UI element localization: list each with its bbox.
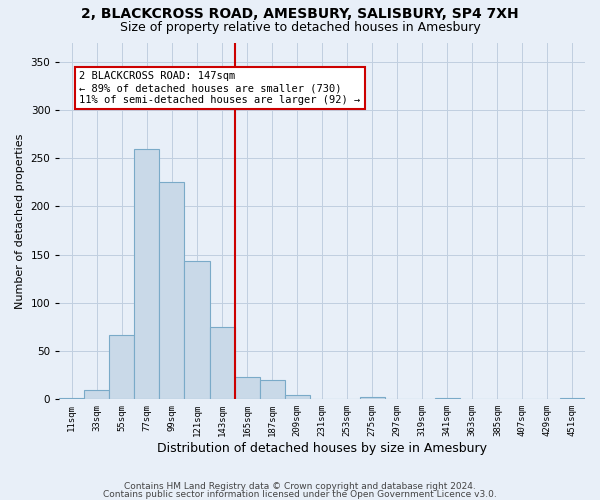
Y-axis label: Number of detached properties: Number of detached properties xyxy=(15,133,25,308)
Text: Contains public sector information licensed under the Open Government Licence v3: Contains public sector information licen… xyxy=(103,490,497,499)
Text: Contains HM Land Registry data © Crown copyright and database right 2024.: Contains HM Land Registry data © Crown c… xyxy=(124,482,476,491)
Bar xyxy=(284,394,310,400)
X-axis label: Distribution of detached houses by size in Amesbury: Distribution of detached houses by size … xyxy=(157,442,487,455)
Bar xyxy=(134,148,160,400)
Bar xyxy=(109,334,134,400)
Bar xyxy=(235,377,260,400)
Bar xyxy=(435,398,460,400)
Text: 2 BLACKCROSS ROAD: 147sqm
← 89% of detached houses are smaller (730)
11% of semi: 2 BLACKCROSS ROAD: 147sqm ← 89% of detac… xyxy=(79,72,361,104)
Bar xyxy=(209,327,235,400)
Bar xyxy=(160,182,184,400)
Bar xyxy=(184,262,209,400)
Bar xyxy=(59,398,85,400)
Text: 2, BLACKCROSS ROAD, AMESBURY, SALISBURY, SP4 7XH: 2, BLACKCROSS ROAD, AMESBURY, SALISBURY,… xyxy=(81,8,519,22)
Bar xyxy=(260,380,284,400)
Bar xyxy=(360,398,385,400)
Bar xyxy=(560,398,585,400)
Text: Size of property relative to detached houses in Amesbury: Size of property relative to detached ho… xyxy=(119,22,481,35)
Bar xyxy=(85,390,109,400)
